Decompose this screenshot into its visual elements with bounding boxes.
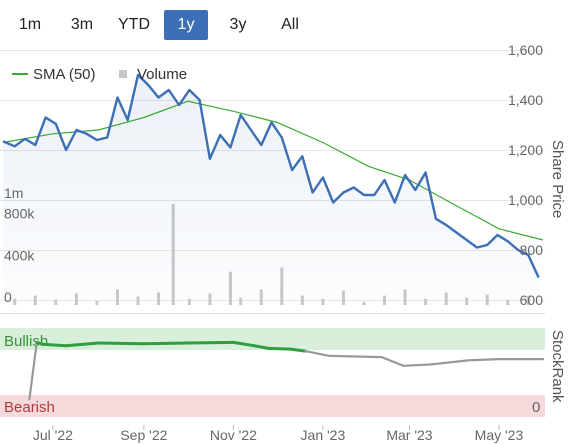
x-tick-label: Nov '22 <box>210 427 257 443</box>
x-tick-label: May '23 <box>475 427 524 443</box>
volume-bar <box>95 300 99 305</box>
sma-legend-label: SMA (50) <box>33 66 96 83</box>
price-tick-label: 1,200 <box>508 142 543 158</box>
x-tick-label: Jan '23 <box>301 427 346 443</box>
price-tick-label: 600 <box>520 292 544 308</box>
volume-tick-label: 0 <box>4 289 12 305</box>
range-button-1y[interactable]: 1y <box>164 10 208 40</box>
volume-bar <box>300 295 304 305</box>
volume-bar <box>239 297 243 305</box>
stockrank-segment <box>42 342 68 348</box>
stockrank-segment <box>142 341 190 346</box>
stockrank-segment <box>349 355 383 359</box>
volume-bar <box>321 298 325 305</box>
stockrank-segment <box>96 341 146 346</box>
stockrank-segment <box>231 340 256 348</box>
volume-bar <box>383 295 387 305</box>
stockrank-segment <box>304 350 330 357</box>
x-tick-label: Jul '22 <box>33 427 73 443</box>
stockrank-segment <box>380 356 405 367</box>
volume-bar <box>187 298 191 305</box>
stockrank-lines <box>28 340 545 401</box>
bullish-label: Bullish <box>4 333 48 350</box>
stockrank-segment <box>289 347 307 353</box>
bearish-zone <box>0 395 545 417</box>
price-tick-label: 800 <box>520 242 544 258</box>
stockrank-segment <box>267 346 293 351</box>
stockrank-segment <box>428 359 470 366</box>
stockrank-segment <box>402 363 432 367</box>
price-y-axis: 1,600 1,400 1,200 1,000 800 600 <box>508 42 543 308</box>
sma-line <box>2 100 544 241</box>
rank-zero-label: 0 <box>532 399 540 416</box>
range-button-3y[interactable]: 3y <box>229 16 247 33</box>
stockrank-segment <box>186 340 235 345</box>
range-button-ytd[interactable]: YTD <box>118 16 150 33</box>
volume-bar <box>362 301 366 305</box>
volume-tick-label: 400k <box>4 247 35 263</box>
range-button-3m[interactable]: 3m <box>70 16 94 33</box>
legend: SMA (50) Volume <box>12 66 187 83</box>
rank-axis-title: StockRank <box>549 330 566 403</box>
volume-legend-label: Volume <box>137 66 187 83</box>
price-tick-label: 1,600 <box>508 42 543 58</box>
x-tick-label: Mar '23 <box>386 427 432 443</box>
volume-bar <box>13 298 17 305</box>
range-button-all[interactable]: All <box>281 16 299 33</box>
range-selector: 1m 3m YTD 1y 3y All <box>8 10 312 42</box>
volume-bar <box>33 295 37 305</box>
x-axis: Jul '22 Sep '22 Nov '22 Jan '23 Mar '23 May '… <box>33 425 524 443</box>
x-tick-label: Sep '22 <box>120 427 167 443</box>
volume-legend-swatch <box>119 70 127 78</box>
stockrank-segment <box>64 341 100 348</box>
stockrank-segment <box>252 344 271 350</box>
price-line <box>2 73 540 278</box>
volume-y-axis: 1m 800k 400k 0 <box>4 185 35 305</box>
price-tick-label: 1,400 <box>508 92 543 108</box>
volume-bar <box>424 298 428 305</box>
volume-bar <box>506 299 510 305</box>
volume-bar <box>526 295 530 305</box>
stockrank-segment <box>28 341 38 401</box>
stockrank-segment <box>327 354 352 358</box>
stockrank-segment <box>467 358 501 362</box>
price-tick-label: 1,000 <box>508 192 543 208</box>
price-axis-title: Share Price <box>549 140 566 218</box>
bullish-zone <box>0 328 545 350</box>
volume-bar <box>465 297 469 305</box>
volume-bar <box>54 299 58 305</box>
bearish-label: Bearish <box>4 399 55 416</box>
range-button-1m[interactable]: 1m <box>18 16 42 33</box>
volume-bar <box>136 296 140 305</box>
volume-tick-label: 800k <box>4 206 35 222</box>
price-area <box>3 75 539 300</box>
volume-tick-label: 1m <box>4 185 23 201</box>
